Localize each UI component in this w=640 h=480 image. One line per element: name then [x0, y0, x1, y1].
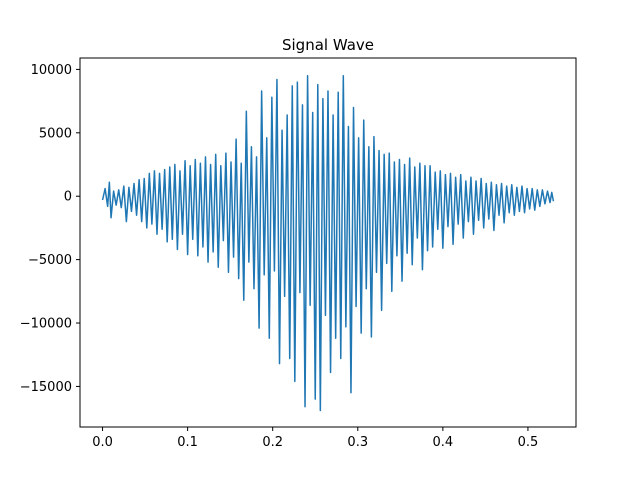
y-tick-label: −10000: [20, 317, 72, 332]
x-tick-label: 0.4: [433, 435, 454, 450]
x-tick-label: 0.5: [518, 435, 539, 450]
y-tick-label: 0: [64, 190, 72, 205]
y-axis: 10000 5000 0 −5000 −10000 −15000: [20, 63, 80, 395]
signal-wave-line: [101, 75, 555, 412]
y-tick-label: −5000: [28, 253, 72, 268]
chart-title: Signal Wave: [282, 36, 374, 54]
x-tick-label: 0.2: [262, 435, 283, 450]
y-tick-label: 5000: [39, 126, 72, 141]
y-tick-label: −15000: [20, 380, 72, 395]
x-tick-label: 0.1: [177, 435, 198, 450]
x-axis: 0.0 0.1 0.2 0.3 0.4 0.5: [92, 427, 538, 450]
x-tick-label: 0.3: [347, 435, 368, 450]
x-tick-label: 0.0: [92, 435, 113, 450]
axes-frame: [79, 57, 577, 428]
plot-area: [101, 75, 555, 412]
y-tick-label: 10000: [31, 63, 72, 78]
